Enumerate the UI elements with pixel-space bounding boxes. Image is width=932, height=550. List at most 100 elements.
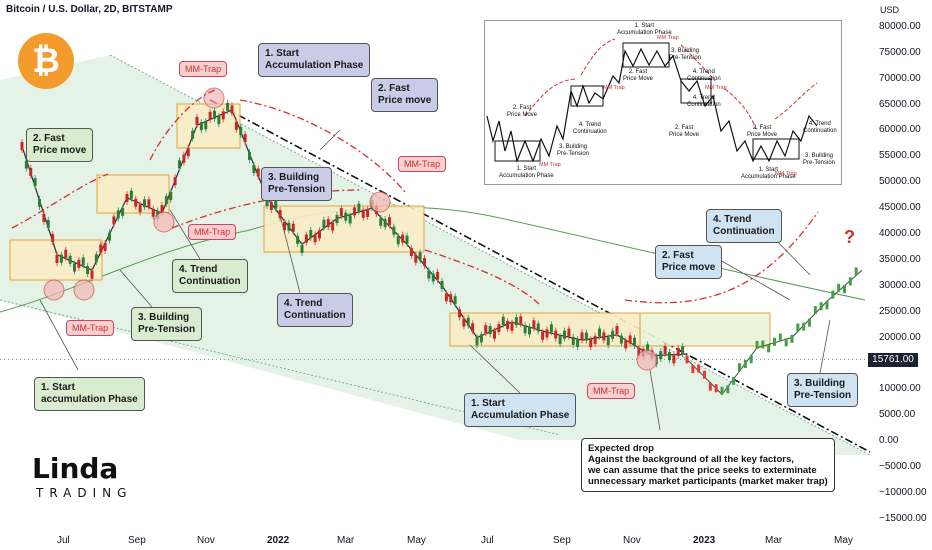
inset-trap-4: MM Trap — [705, 85, 727, 91]
candle-body — [444, 293, 448, 302]
projection-candle — [790, 334, 794, 343]
projection-candle — [755, 340, 759, 349]
candle-body — [265, 197, 269, 206]
candle-body — [598, 328, 601, 337]
candle-body — [611, 330, 615, 339]
candle-body — [300, 244, 304, 253]
projection-candle — [738, 363, 741, 372]
candle-body — [392, 226, 396, 235]
y-tick-label: 10000.00 — [879, 383, 921, 394]
candle-body — [287, 222, 291, 231]
candle-body — [112, 216, 116, 225]
candle-body — [143, 199, 146, 208]
mm-trap-label-4: MM-Trap — [398, 156, 447, 172]
annotation-leader-line — [169, 209, 201, 260]
candle-body — [147, 199, 151, 208]
candle-body — [431, 273, 435, 282]
candle-body — [423, 257, 426, 266]
y-tick-label: 80000.00 — [879, 21, 921, 32]
arrow-fast-move-2 — [171, 189, 361, 229]
candle-body — [243, 134, 247, 143]
label-building-pretension-3: 3. Building Pre-Tension — [787, 373, 859, 407]
candle-body — [624, 340, 628, 349]
candle-body — [248, 151, 251, 160]
inset-accumulation-box — [752, 138, 800, 160]
label-start-accumulation-3: 1. Start Accumulation Phase — [464, 393, 577, 427]
projection-candle — [767, 344, 771, 353]
projection-candle — [808, 318, 811, 327]
accumulation-box — [96, 174, 170, 214]
candle-body — [239, 126, 243, 135]
projection-candle — [837, 283, 841, 292]
inset-start-left: 1. Start Accumulation Phase — [499, 166, 554, 179]
annotation-leader-line — [279, 214, 301, 294]
y-tick-label: 50000.00 — [879, 176, 921, 187]
candle-body — [637, 347, 641, 356]
inset-fast-left: 2. Fast Price Move — [507, 105, 538, 118]
projection-candle — [761, 340, 765, 349]
inset-start-top: 1. Start Accumulation Phase — [617, 23, 672, 36]
projection-candle — [825, 301, 829, 310]
candle-body — [558, 336, 562, 345]
projection-candle — [796, 323, 800, 332]
y-tick-label: −5000.00 — [879, 461, 921, 472]
candle-body — [523, 325, 527, 334]
projection-candle — [843, 285, 846, 294]
projection-candle — [743, 359, 747, 368]
candle-body — [326, 219, 330, 228]
inset-fast-top: 2. Fast Price Move — [623, 69, 654, 82]
candle-body — [554, 330, 558, 339]
projection-candle — [714, 384, 718, 393]
candle-body — [335, 215, 339, 224]
candle-body — [160, 205, 164, 214]
candle-body — [497, 324, 501, 333]
candle-body — [199, 122, 203, 131]
candle-body — [606, 337, 610, 346]
candle-body — [576, 338, 580, 347]
candle-body — [59, 254, 63, 263]
projection-candle — [831, 290, 835, 299]
candle-body — [313, 234, 317, 243]
x-tick-label: 2022 — [267, 535, 290, 546]
candle-body — [73, 263, 76, 272]
question-mark: ? — [844, 227, 855, 247]
candle-body — [296, 235, 300, 244]
arrow-fast-move-3 — [149, 89, 216, 161]
x-tick-label: Jul — [57, 535, 70, 546]
candle-body — [138, 204, 142, 213]
inset-build-top: 3. Building Pre-Tension — [669, 48, 702, 61]
mm-trap-circle — [43, 279, 65, 301]
candle-body — [182, 154, 186, 163]
candle-body — [283, 222, 286, 231]
candle-body — [493, 330, 496, 339]
candle-body — [401, 234, 405, 243]
candle-body — [528, 326, 531, 335]
candle-body — [436, 271, 440, 280]
projection-candle — [819, 302, 823, 311]
candle-body — [108, 232, 111, 241]
candle-body — [234, 121, 238, 130]
candle-body — [208, 111, 212, 120]
candle-body — [81, 257, 85, 266]
candle-body — [453, 296, 457, 305]
candle-body — [68, 255, 72, 264]
mm-trap-circle — [636, 349, 658, 371]
arrow-fast-move-4 — [239, 99, 406, 193]
mm-trap-label-3: MM-Trap — [66, 320, 115, 336]
candle-body — [536, 323, 540, 332]
projection-candle — [784, 338, 788, 347]
y-tick-label: −15000.00 — [879, 513, 927, 524]
candle-body — [488, 326, 492, 335]
candle-body — [129, 190, 133, 199]
candle-body — [274, 200, 278, 209]
candle-body — [331, 222, 335, 231]
candle-body — [353, 207, 356, 216]
candle-body — [226, 102, 230, 111]
candle-body — [348, 215, 352, 224]
chart-title: Bitcoin / U.S. Dollar, 2D, BITSTAMP — [6, 4, 173, 15]
candle-body — [278, 210, 282, 219]
label-start-accumulation-1: 1. Start accumulation Phase — [34, 377, 145, 411]
arrow-fast-move-5 — [424, 249, 541, 306]
candle-body — [42, 213, 46, 222]
y-tick-label: 35000.00 — [879, 254, 921, 265]
